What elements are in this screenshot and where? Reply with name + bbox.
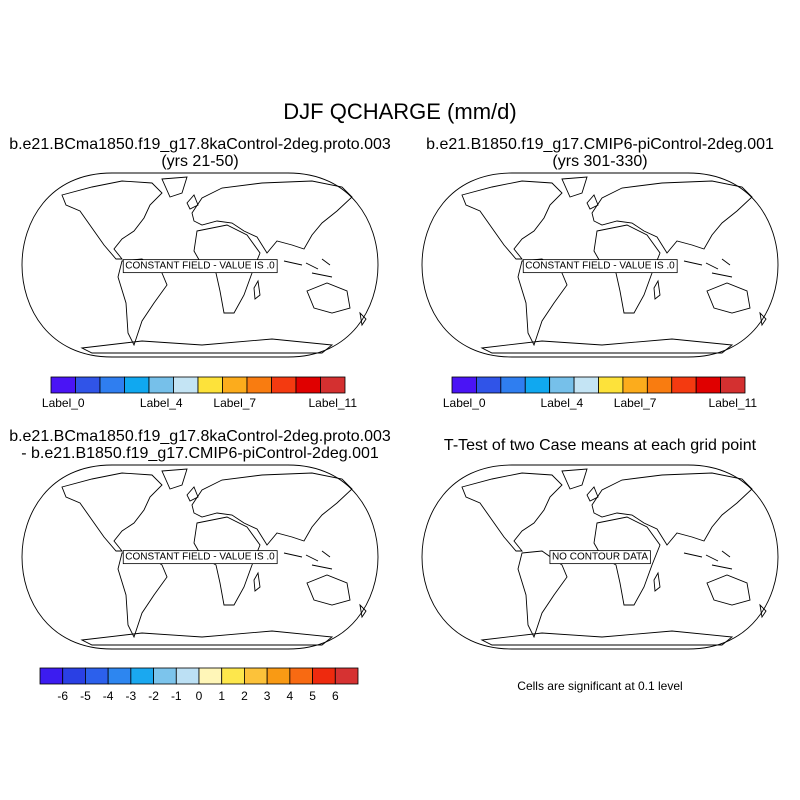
color-box bbox=[173, 376, 199, 394]
colorbar-label: Label_11 bbox=[309, 396, 358, 410]
panel-title: b.e21.B1850.f19_g17.CMIP6-piControl-2deg… bbox=[426, 136, 774, 153]
colorbar-tick-label: -2 bbox=[148, 689, 159, 703]
color-box bbox=[198, 667, 223, 685]
colorbar-tick-label: 6 bbox=[332, 689, 339, 703]
color-box bbox=[222, 376, 248, 394]
colorbar-tick-label: 2 bbox=[241, 689, 248, 703]
colorbar-tick-label: 3 bbox=[264, 689, 271, 703]
colorbar-tick-label: 0 bbox=[196, 689, 203, 703]
message: NO CONTOUR DATA bbox=[552, 552, 648, 563]
message-box bbox=[522, 259, 678, 274]
color-box bbox=[266, 667, 291, 685]
panel-title: (yrs 21-50) bbox=[161, 153, 238, 170]
color-box bbox=[107, 667, 132, 685]
colorbar-label: Label_4 bbox=[140, 396, 183, 410]
colorbar-label: Label_0 bbox=[42, 396, 85, 410]
color-box bbox=[197, 376, 223, 394]
colorbar-tick-label: -3 bbox=[126, 689, 137, 703]
colorbar-tick-label: -5 bbox=[80, 689, 91, 703]
panel-title: b.e21.BCma1850.f19_g17.8kaControl-2deg.p… bbox=[9, 136, 391, 153]
message: CONSTANT FIELD - VALUE IS .0 bbox=[525, 261, 675, 272]
colorbar-tick-label: 5 bbox=[309, 689, 316, 703]
panel-title: (yrs 301-330) bbox=[552, 153, 647, 170]
colorbar-label: Label_4 bbox=[541, 396, 584, 410]
panel-title: b.e21.BCma1850.f19_g17.8kaControl-2deg.p… bbox=[9, 428, 391, 445]
message: CONSTANT FIELD - VALUE IS .0 bbox=[125, 261, 275, 272]
color-box bbox=[39, 667, 64, 685]
color-box bbox=[573, 376, 599, 394]
color-box bbox=[295, 376, 321, 394]
color-box bbox=[148, 376, 174, 394]
colorbar-label: Label_11 bbox=[709, 396, 758, 410]
figure-title: DJF QCHARGE (mm/d) bbox=[283, 99, 516, 124]
color-box bbox=[75, 376, 101, 394]
note: Cells are significant at 0.1 level bbox=[517, 679, 682, 693]
color-box bbox=[271, 376, 297, 394]
color-box bbox=[720, 376, 746, 394]
color-box bbox=[524, 376, 551, 394]
color-box bbox=[221, 667, 245, 685]
colorbar-label: Label_7 bbox=[213, 396, 256, 410]
color-box bbox=[175, 667, 200, 685]
color-box bbox=[153, 667, 177, 685]
message: CONSTANT FIELD - VALUE IS .0 bbox=[125, 552, 275, 563]
colorbar-tick-label: 1 bbox=[218, 689, 225, 703]
message-box bbox=[549, 550, 651, 565]
color-box bbox=[598, 376, 624, 394]
color-box bbox=[289, 667, 313, 685]
colorbar-label: Label_7 bbox=[614, 396, 657, 410]
color-box bbox=[246, 376, 272, 394]
color-box bbox=[99, 376, 125, 394]
color-box bbox=[130, 667, 154, 685]
colorbar-tick-label: 4 bbox=[287, 689, 294, 703]
color-box bbox=[334, 667, 359, 685]
colorbar-tick-label: -6 bbox=[57, 689, 68, 703]
panel-title: T-Test of two Case means at each grid po… bbox=[444, 437, 757, 454]
colorbar-tick-label: -4 bbox=[103, 689, 114, 703]
message-box bbox=[122, 259, 278, 274]
color-box bbox=[312, 667, 336, 685]
color-box bbox=[671, 376, 697, 394]
color-box bbox=[320, 376, 346, 394]
color-box bbox=[244, 667, 268, 685]
colorbar-label: Label_0 bbox=[443, 396, 486, 410]
color-box bbox=[500, 376, 526, 394]
panel-title: - b.e21.B1850.f19_g17.CMIP6-piControl-2d… bbox=[21, 445, 379, 462]
color-box bbox=[646, 376, 673, 394]
color-box bbox=[549, 376, 575, 394]
color-box bbox=[622, 376, 648, 394]
color-box bbox=[451, 376, 477, 394]
colorbar-tick-label: -1 bbox=[171, 689, 182, 703]
color-box bbox=[476, 376, 502, 394]
color-box bbox=[50, 376, 76, 394]
color-box bbox=[695, 376, 721, 394]
message-box bbox=[122, 550, 278, 565]
color-box bbox=[124, 376, 150, 394]
color-box bbox=[62, 667, 86, 685]
color-box bbox=[85, 667, 109, 685]
